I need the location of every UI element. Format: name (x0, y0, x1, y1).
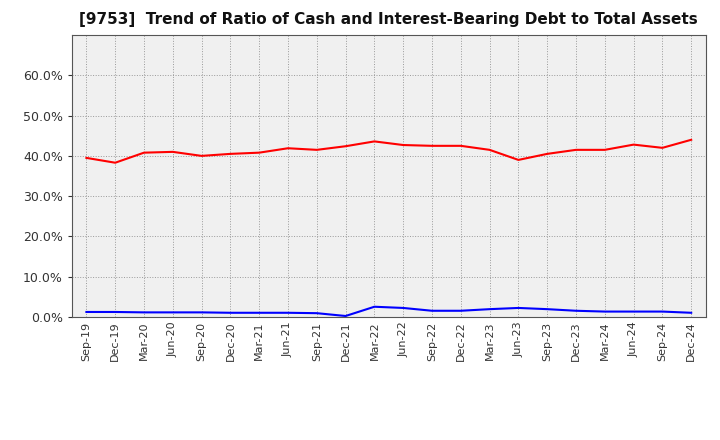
Cash (168, 149, 177, 154)
Interest-Bearing Debt (658, 309, 667, 314)
Line: Interest-Bearing Debt: Interest-Bearing Debt (86, 307, 691, 316)
Interest-Bearing Debt (140, 310, 148, 315)
Cash (658, 145, 667, 150)
Interest-Bearing Debt (341, 313, 350, 319)
Cash (312, 147, 321, 153)
Cash (140, 150, 148, 155)
Interest-Bearing Debt (197, 310, 206, 315)
Interest-Bearing Debt (600, 309, 609, 314)
Cash (197, 153, 206, 158)
Cash (514, 157, 523, 162)
Interest-Bearing Debt (485, 307, 494, 312)
Cash (284, 146, 292, 151)
Cash (255, 150, 264, 155)
Interest-Bearing Debt (370, 304, 379, 309)
Interest-Bearing Debt (111, 309, 120, 315)
Interest-Bearing Debt (428, 308, 436, 313)
Cash (629, 142, 638, 147)
Interest-Bearing Debt (399, 305, 408, 311)
Cash (456, 143, 465, 148)
Interest-Bearing Debt (456, 308, 465, 313)
Cash (600, 147, 609, 153)
Cash (111, 160, 120, 165)
Cash (226, 151, 235, 157)
Interest-Bearing Debt (226, 310, 235, 315)
Interest-Bearing Debt (255, 310, 264, 315)
Interest-Bearing Debt (514, 305, 523, 311)
Cash (543, 151, 552, 157)
Cash (399, 143, 408, 148)
Interest-Bearing Debt (168, 310, 177, 315)
Title: [9753]  Trend of Ratio of Cash and Interest-Bearing Debt to Total Assets: [9753] Trend of Ratio of Cash and Intere… (79, 12, 698, 27)
Cash (428, 143, 436, 148)
Cash (341, 143, 350, 149)
Interest-Bearing Debt (82, 309, 91, 315)
Cash (687, 137, 696, 143)
Interest-Bearing Debt (687, 310, 696, 315)
Cash (370, 139, 379, 144)
Interest-Bearing Debt (312, 311, 321, 316)
Cash (572, 147, 580, 153)
Interest-Bearing Debt (284, 310, 292, 315)
Line: Cash: Cash (86, 140, 691, 163)
Cash (485, 147, 494, 153)
Cash (82, 155, 91, 161)
Interest-Bearing Debt (543, 307, 552, 312)
Interest-Bearing Debt (572, 308, 580, 313)
Interest-Bearing Debt (629, 309, 638, 314)
